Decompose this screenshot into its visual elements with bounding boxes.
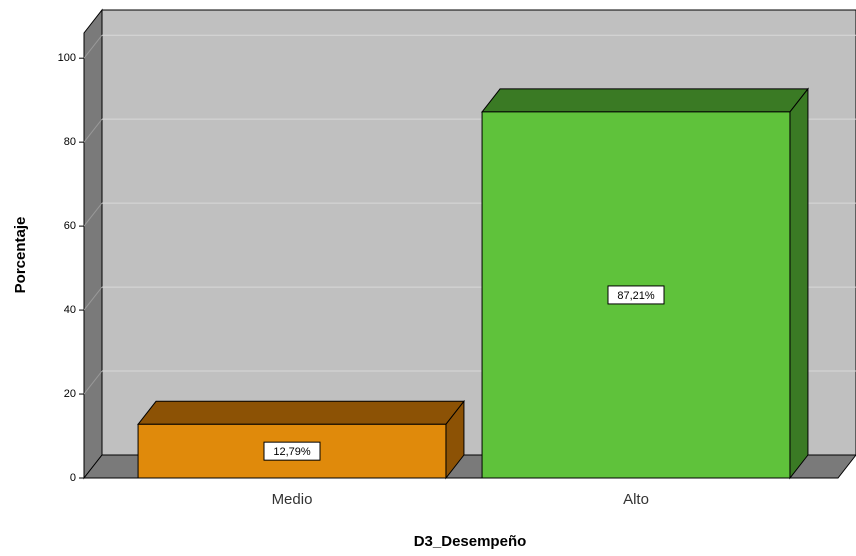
y-tick-label: 40 — [64, 304, 76, 316]
y-tick-label: 60 — [64, 220, 76, 232]
grid-line — [83, 118, 103, 143]
x-tick-label: Alto — [623, 491, 649, 508]
bar — [137, 399, 465, 480]
value-label-box — [263, 441, 321, 461]
bar-top — [137, 400, 465, 425]
y-axis-title: Porcentaje — [12, 217, 29, 294]
bar-side — [789, 87, 809, 480]
y-tick-label: 20 — [64, 388, 76, 400]
y-tick-label: 100 — [58, 52, 76, 64]
value-label: 87,21% — [617, 290, 655, 302]
left-wall — [83, 8, 103, 480]
grid-line — [83, 286, 103, 311]
x-axis-title: D3_Desempeño — [414, 533, 527, 550]
y-tick-label: 80 — [64, 136, 76, 148]
bar-top — [481, 88, 809, 113]
value-label: 12,79% — [273, 446, 311, 458]
value-label-box — [607, 285, 665, 305]
bar — [481, 87, 809, 480]
x-tick-label: Medio — [272, 491, 313, 508]
y-tick-label: 0 — [70, 472, 76, 484]
grid-line — [83, 370, 103, 395]
grid-line — [83, 202, 103, 227]
grid-line — [83, 34, 103, 59]
